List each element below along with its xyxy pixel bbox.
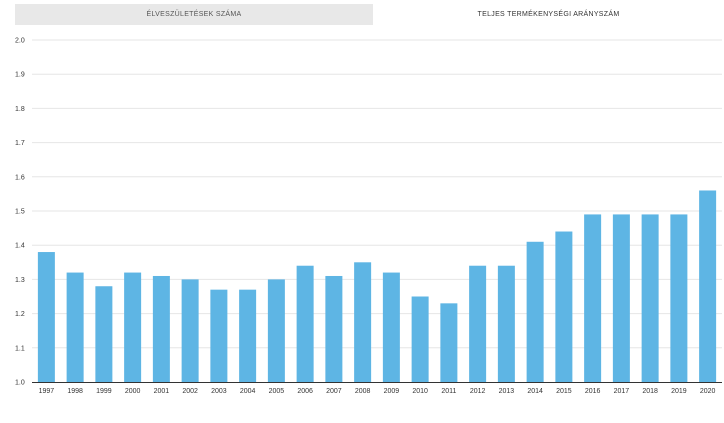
y-tick-label: 1.4	[15, 243, 25, 250]
y-tick-label: 1.9	[15, 72, 25, 79]
x-tick-label: 2008	[355, 388, 371, 395]
x-tick-label: 2009	[384, 388, 400, 395]
x-tick-label: 2018	[642, 388, 658, 395]
y-tick-label: 1.0	[15, 380, 25, 387]
bar-2011[interactable]	[440, 303, 458, 382]
x-tick-label: 1997	[39, 388, 55, 395]
bar-1997[interactable]	[37, 252, 55, 382]
y-tick-label: 1.7	[15, 140, 25, 147]
y-tick-label: 1.8	[15, 106, 25, 113]
bar-2020[interactable]	[699, 190, 717, 382]
y-tick-label: 1.3	[15, 277, 25, 284]
x-tick-label: 2011	[441, 388, 456, 395]
x-tick-label: 2016	[585, 388, 601, 395]
tab-live-births[interactable]: ÉLVESZÜLETÉSEK SZÁMA	[15, 4, 373, 25]
bar-2002[interactable]	[181, 279, 199, 382]
x-tick-label: 1998	[67, 388, 83, 395]
bar-1998[interactable]	[66, 272, 84, 382]
bars	[37, 190, 717, 383]
y-tick-label: 2.0	[15, 38, 25, 45]
x-tick-label: 2002	[182, 388, 198, 395]
x-tick-label: 2007	[326, 388, 342, 395]
x-tick-label: 2005	[269, 388, 285, 395]
x-tick-label: 2017	[614, 388, 630, 395]
x-tick-label: 2010	[412, 388, 428, 395]
bar-2016[interactable]	[584, 214, 602, 382]
y-tick-label: 1.2	[15, 311, 25, 318]
bar-2006[interactable]	[296, 265, 314, 382]
bar-2019[interactable]	[670, 214, 688, 382]
bar-2008[interactable]	[354, 262, 372, 382]
bar-2013[interactable]	[497, 265, 515, 382]
bar-2007[interactable]	[325, 275, 343, 382]
x-tick-label: 2019	[671, 388, 687, 395]
bar-2018[interactable]	[641, 214, 659, 382]
x-tick-label: 2015	[556, 388, 572, 395]
x-tick-label: 1999	[96, 388, 112, 395]
bar-2010[interactable]	[411, 296, 429, 383]
bar-2003[interactable]	[210, 289, 228, 382]
x-tick-label: 2014	[527, 388, 543, 395]
x-tick-label: 2006	[297, 388, 313, 395]
y-tick-label: 1.6	[15, 174, 25, 181]
bar-1999[interactable]	[95, 286, 113, 382]
y-tick-label: 1.5	[15, 209, 25, 216]
x-tick-label: 2013	[499, 388, 515, 395]
x-tick-label: 2000	[125, 388, 141, 395]
x-tick-label: 2012	[470, 388, 486, 395]
x-tick-label: 2004	[240, 388, 256, 395]
bar-2009[interactable]	[382, 272, 400, 382]
bar-2012[interactable]	[469, 265, 487, 382]
x-tick-label: 2003	[211, 388, 227, 395]
bar-2017[interactable]	[612, 214, 630, 382]
x-tick-label: 2001	[154, 388, 170, 395]
chart-tabs: ÉLVESZÜLETÉSEK SZÁMA TELJES TERMÉKENYSÉG…	[15, 4, 724, 25]
bar-2005[interactable]	[267, 279, 285, 382]
bar-2001[interactable]	[152, 275, 170, 382]
bar-2014[interactable]	[526, 241, 544, 382]
x-tick-label: 2020	[700, 388, 716, 395]
gridlines	[32, 39, 722, 349]
y-tick-label: 1.1	[15, 345, 25, 352]
axes: 1.0 1.1 1.2 1.3 1.4 1.5 1.6 1.7 1.8 1.9 2.0 1997 199…	[15, 38, 722, 395]
bar-2015[interactable]	[555, 231, 573, 382]
bar-2004[interactable]	[239, 289, 257, 382]
bar-2000[interactable]	[124, 272, 142, 382]
tab-total-fertility-rate[interactable]: TELJES TERMÉKENYSÉGI ARÁNYSZÁM	[373, 4, 724, 25]
